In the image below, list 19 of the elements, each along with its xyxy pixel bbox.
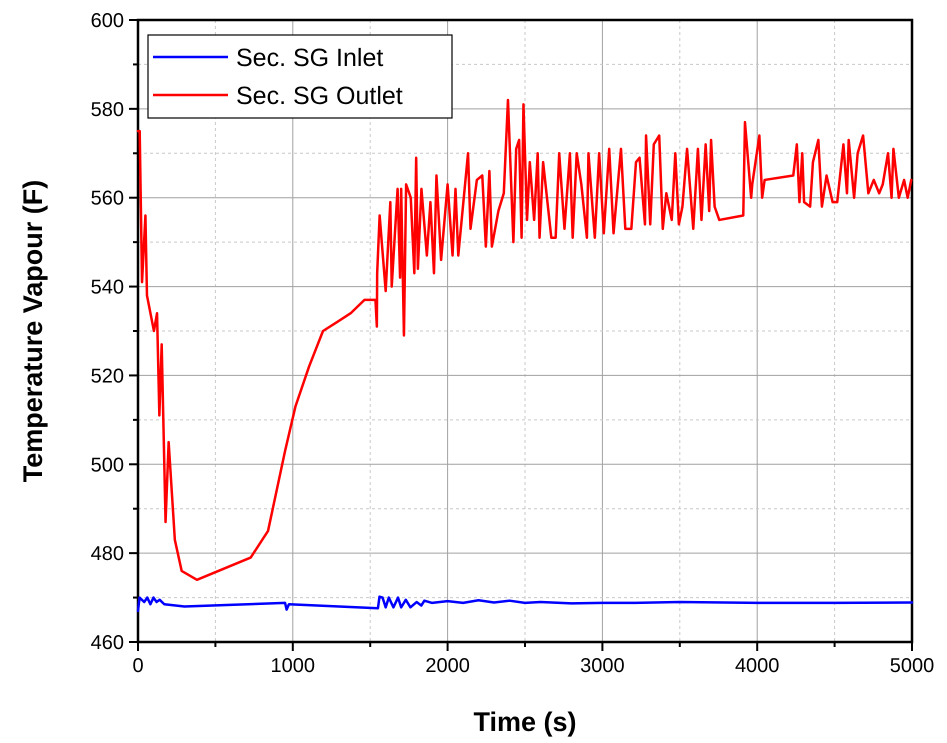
legend-label: Sec. SG Outlet (236, 82, 403, 110)
x-axis-title: Time (s) (473, 707, 577, 737)
y-tick-label: 600 (90, 10, 124, 32)
y-tick-label: 560 (90, 188, 124, 210)
line-series (136, 595, 914, 612)
legend-label: Sec. SG Inlet (236, 44, 384, 72)
x-tick-label: 4000 (734, 655, 780, 677)
x-tick-label: 3000 (580, 655, 625, 677)
y-tick-label: 540 (90, 276, 124, 299)
x-tick-label: 1000 (270, 655, 316, 677)
y-axis-title: Temperature Vapour (F) (18, 180, 48, 482)
y-tick-label: 580 (90, 98, 124, 121)
x-tick-label: 0 (132, 655, 144, 677)
y-tick-label: 460 (90, 632, 124, 654)
y-tick-label: 500 (90, 454, 124, 476)
y-tick-label: 520 (90, 365, 124, 388)
x-tick-label: 2000 (425, 655, 470, 677)
x-tick-label: 5000 (890, 655, 934, 677)
y-tick-label: 480 (90, 543, 124, 566)
